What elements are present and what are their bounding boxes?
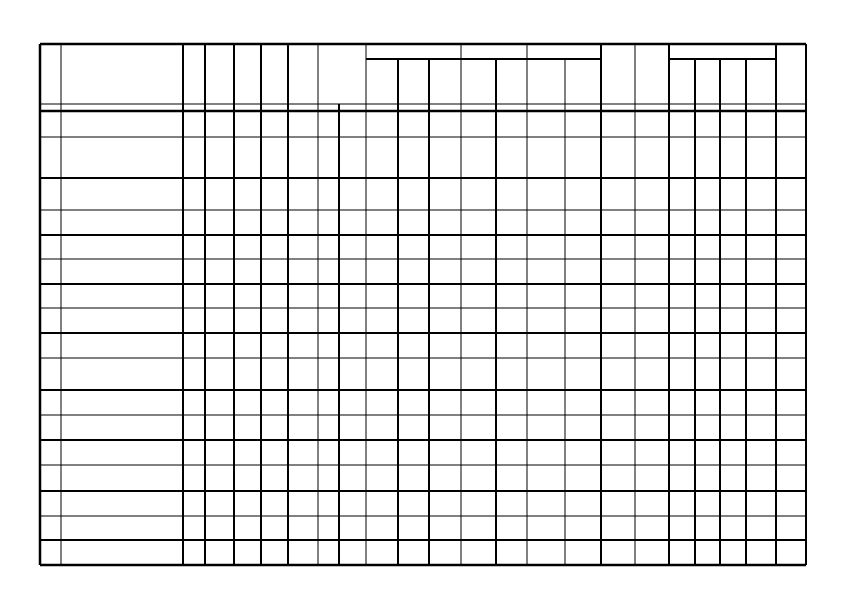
table-grid (38, 42, 807, 567)
